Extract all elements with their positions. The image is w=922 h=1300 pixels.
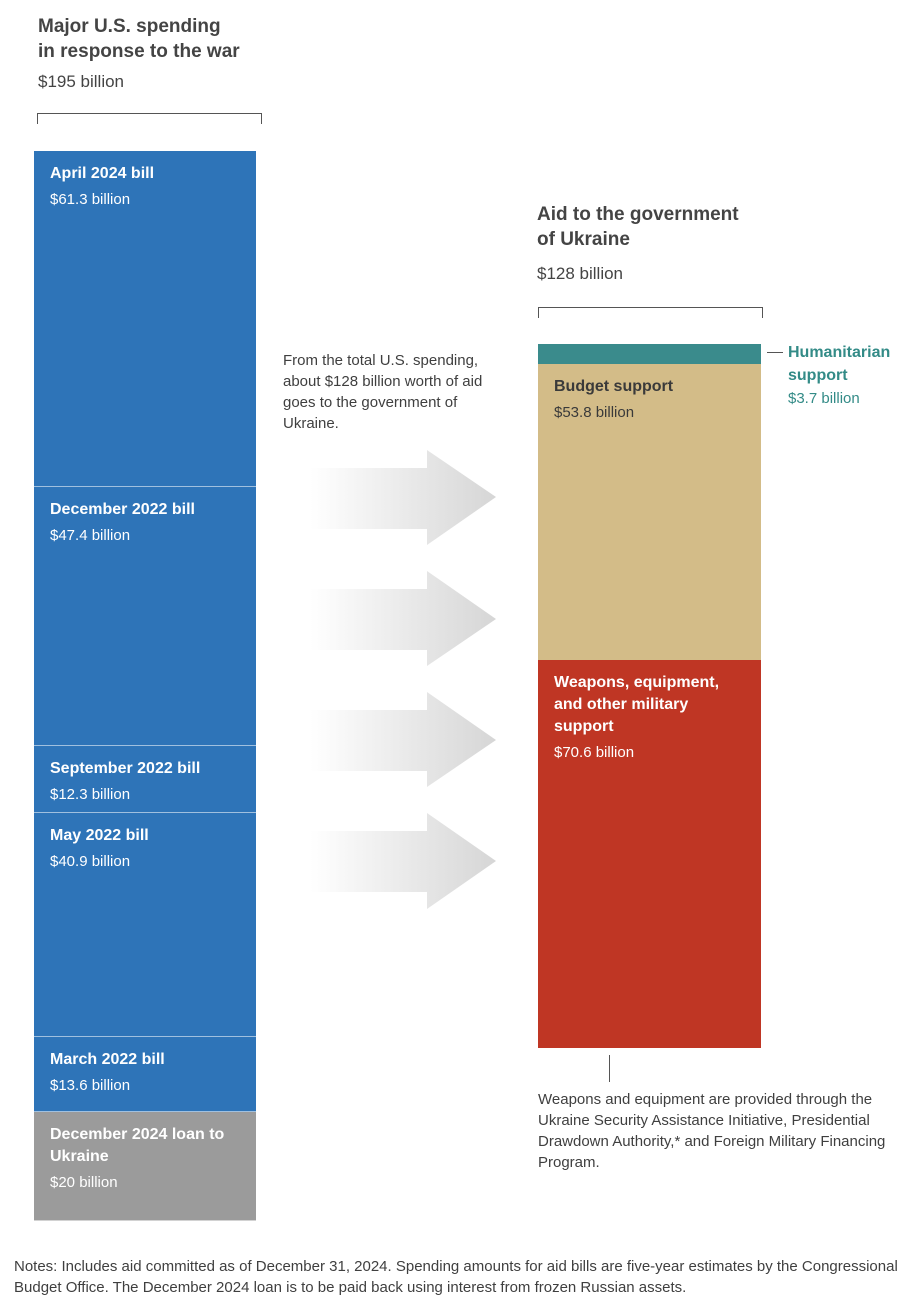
- spending-segment-5: December 2024 loan to Ukraine $20 billion: [34, 1111, 256, 1221]
- spending-segment-3: May 2022 bill $40.9 billion: [34, 813, 256, 1038]
- spending-segment-2: September 2022 bill $12.3 billion: [34, 745, 256, 814]
- arrow-2: [310, 571, 496, 666]
- left-chart-title: Major U.S. spending in response to the w…: [38, 14, 240, 64]
- aid-segment-0: [538, 344, 761, 368]
- spending-segment-4: March 2022 bill $13.6 billion: [34, 1037, 256, 1112]
- right-title-line1: Aid to the government: [537, 204, 739, 225]
- aid-segment-label: Weapons, equipment, and other military s…: [554, 674, 720, 735]
- spending-segment-value: $20 billion: [50, 1173, 118, 1191]
- spending-segment-0: April 2024 bill $61.3 billion: [34, 151, 256, 487]
- aid-segment-1: Budget support $53.8 billion: [538, 364, 761, 660]
- right-chart-title: Aid to the government of Ukraine: [537, 202, 739, 252]
- right-total: $128 billion: [537, 264, 624, 283]
- left-title-line1: Major U.S. spending: [38, 16, 221, 37]
- spending-segment-value: $12.3 billion: [50, 785, 131, 803]
- left-total: $195 billion: [38, 72, 125, 91]
- left-title-line2: in response to the war: [38, 41, 240, 62]
- right-title-line2: of Ukraine: [537, 229, 630, 250]
- spending-segment-value: $40.9 billion: [50, 853, 131, 871]
- spending-segment-label: December 2024 loan to Ukraine: [50, 1125, 225, 1165]
- humanitarian-leader-line: [767, 352, 783, 353]
- spending-segment-value: $47.4 billion: [50, 526, 131, 544]
- spending-stacked-bar: April 2024 bill $61.3 billion December 202…: [34, 151, 256, 1221]
- humanitarian-label: Humanitarian support: [788, 344, 891, 384]
- spending-segment-label: May 2022 bill: [50, 827, 149, 845]
- arrow-3: [310, 692, 496, 787]
- right-bracket: [538, 307, 763, 318]
- humanitarian-value: $3.7 billion: [788, 390, 860, 407]
- spending-segment-label: December 2022 bill: [50, 500, 195, 518]
- weapons-leader-line: [609, 1055, 610, 1082]
- weapons-note: Weapons and equipment are provided throu…: [538, 1091, 886, 1171]
- spending-segment-value: $61.3 billion: [50, 191, 131, 208]
- aid-segment-value: $53.8 billion: [554, 404, 635, 422]
- spending-segment-label: March 2022 bill: [50, 1051, 165, 1069]
- left-bracket: [37, 113, 262, 124]
- arrow-4: [310, 813, 496, 909]
- spending-segment-label: September 2022 bill: [50, 759, 201, 777]
- aid-segment-label: Budget support: [554, 378, 674, 396]
- footer-notes: Notes: Includes aid committed as of Dece…: [14, 1258, 898, 1296]
- spending-segment-1: December 2022 bill $47.4 billion: [34, 486, 256, 746]
- flow-arrows: [310, 450, 496, 909]
- middle-explanation: From the total U.S. spending, about $128…: [283, 352, 483, 432]
- spending-segment-label: April 2024 bill: [50, 165, 155, 182]
- aid-segment-value: $70.6 billion: [554, 744, 635, 761]
- aid-segment-2: Weapons, equipment, and other military s…: [538, 660, 761, 1048]
- arrow-1: [310, 450, 496, 545]
- spending-segment-value: $13.6 billion: [50, 1077, 131, 1095]
- humanitarian-callout: Humanitarian support $3.7 billion: [788, 341, 918, 407]
- aid-stacked-bar: Budget support $53.8 billion Weapons, equi…: [538, 344, 761, 1048]
